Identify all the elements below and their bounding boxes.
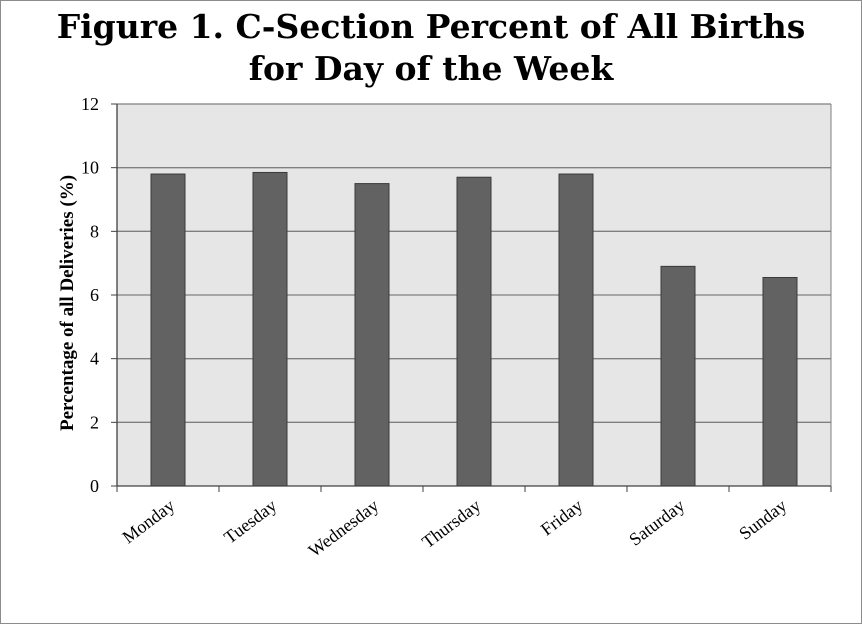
bar-friday [558, 173, 594, 487]
y-tick-label: 12 [81, 94, 99, 114]
bar-thursday [456, 176, 492, 487]
x-category-label: Friday [537, 495, 587, 539]
y-axis-label: Percentage of all Deliveries (%) [57, 175, 78, 431]
bar-wednesday [354, 183, 390, 487]
bar-monday [150, 173, 186, 487]
y-tick-label: 2 [90, 412, 99, 432]
bars [150, 171, 798, 487]
x-category-label: Monday [118, 495, 178, 547]
bar-saturday [660, 265, 696, 487]
chart-title-line-2: for Day of the Week [248, 49, 614, 88]
y-tick-label: 4 [90, 349, 99, 369]
axes [111, 103, 832, 492]
y-tick-label: 0 [90, 476, 99, 496]
x-category-labels: Monday Tuesday Wednesday Thursday Friday Satu… [118, 495, 790, 561]
x-category-label: Sunday [735, 495, 790, 543]
chart-title-line-1: Figure 1. C-Section Percent of All Birth… [56, 7, 806, 46]
x-category-label: Thursday [418, 495, 484, 552]
y-tick-label: 10 [81, 158, 99, 178]
x-category-label: Saturday [625, 495, 688, 549]
bar-sunday [762, 276, 798, 487]
chart-title: Figure 1. C-Section Percent of All Birth… [0, 6, 862, 90]
bar-tuesday [252, 171, 288, 487]
x-category-label: Wednesday [304, 495, 382, 561]
y-tick-label: 8 [90, 221, 99, 241]
x-category-label: Tuesday [220, 495, 280, 547]
y-tick-label: 6 [90, 285, 99, 305]
y-tick-labels: 0 2 4 6 8 10 12 [81, 94, 99, 496]
